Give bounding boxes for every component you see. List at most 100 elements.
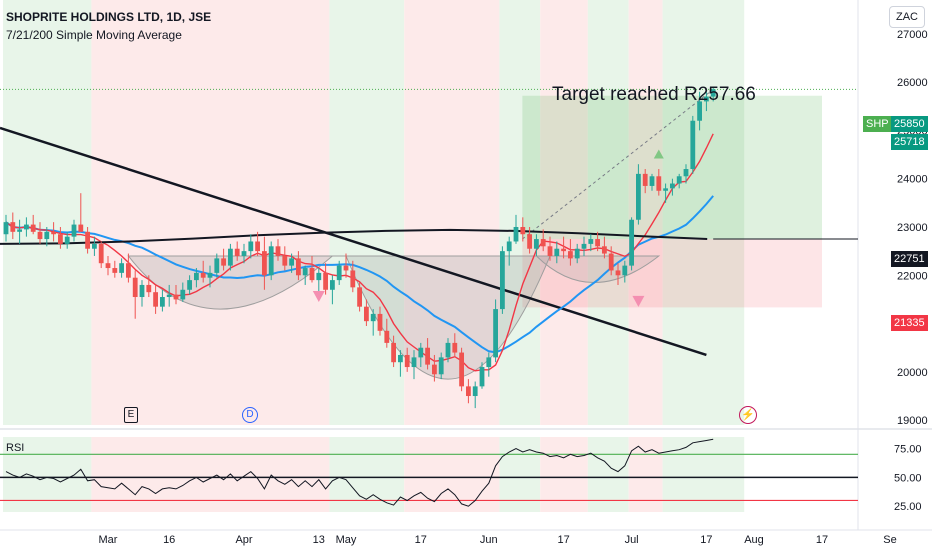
candle-86 bbox=[588, 234, 594, 252]
time-tick-4: May bbox=[336, 534, 357, 546]
candle-body bbox=[486, 357, 492, 368]
candle-body bbox=[506, 241, 512, 252]
target-price-label: 25718 bbox=[891, 134, 928, 150]
candle-body bbox=[636, 173, 641, 220]
candle-101 bbox=[690, 115, 696, 174]
candle-body bbox=[214, 258, 220, 273]
candle-54 bbox=[370, 309, 376, 336]
candle-body bbox=[221, 258, 226, 266]
candle-65 bbox=[445, 338, 451, 363]
candle-body bbox=[500, 251, 505, 310]
candle-body bbox=[377, 313, 383, 331]
target-annotation: Target reached R257.66 bbox=[552, 84, 756, 105]
rsi-pane-label[interactable]: RSI bbox=[6, 442, 25, 454]
candle-30 bbox=[207, 265, 213, 288]
price-tick-24000: 24000 bbox=[897, 174, 928, 186]
candle-body bbox=[112, 268, 118, 273]
candle-10 bbox=[71, 219, 77, 242]
candle-body bbox=[132, 277, 138, 298]
candle-body bbox=[126, 263, 131, 278]
candle-body bbox=[166, 294, 172, 298]
candle-25 bbox=[173, 284, 179, 305]
candle-58 bbox=[398, 350, 403, 377]
bg-zone-rsi-4 bbox=[499, 437, 541, 512]
bg-zone-main-7 bbox=[628, 0, 663, 425]
candle-32 bbox=[221, 248, 226, 271]
earnings-event-icon[interactable]: E bbox=[124, 407, 138, 423]
candle-20 bbox=[139, 280, 145, 307]
bg-zone-rsi-3 bbox=[404, 437, 500, 512]
candle-body bbox=[595, 239, 600, 247]
candle-22 bbox=[153, 284, 158, 314]
candle-body bbox=[629, 219, 634, 266]
candle-body bbox=[58, 234, 63, 244]
candle-47 bbox=[323, 263, 328, 295]
candle-76 bbox=[520, 217, 526, 242]
candle-38 bbox=[262, 236, 267, 290]
profit-zone bbox=[522, 95, 822, 240]
bg-zone-rsi-0 bbox=[3, 437, 92, 512]
candle-body bbox=[71, 224, 77, 237]
rsi-tick-75: 75.00 bbox=[894, 444, 922, 456]
candle-103 bbox=[704, 91, 709, 112]
candle-body bbox=[670, 183, 675, 189]
candle-body bbox=[3, 222, 9, 235]
candle-88 bbox=[602, 236, 607, 259]
candle-2 bbox=[17, 219, 22, 244]
candle-body bbox=[364, 306, 369, 322]
candle-46 bbox=[316, 268, 322, 295]
candle-body bbox=[534, 239, 539, 249]
bg-zone-rsi-5 bbox=[540, 437, 588, 512]
candle-73 bbox=[500, 246, 505, 314]
candle-62 bbox=[425, 338, 430, 370]
candle-body bbox=[275, 246, 281, 256]
candle-79 bbox=[540, 229, 546, 252]
candle-68 bbox=[466, 379, 471, 404]
candle-body bbox=[608, 253, 614, 271]
candle-body bbox=[656, 176, 662, 191]
trade-path-line bbox=[522, 88, 714, 240]
candle-body bbox=[520, 226, 526, 235]
candle-74 bbox=[506, 236, 512, 266]
candle-body bbox=[323, 272, 328, 290]
candle-body bbox=[350, 270, 356, 288]
symbol-title[interactable]: SHOPRITE HOLDINGS LTD, 1D, JSE bbox=[6, 10, 212, 24]
candle-27 bbox=[187, 275, 192, 295]
candle-104 bbox=[710, 86, 716, 102]
candle-67 bbox=[459, 347, 464, 392]
candle-35 bbox=[241, 243, 247, 264]
candle-12 bbox=[85, 226, 90, 254]
time-tick-0: Mar bbox=[99, 534, 118, 546]
candle-body bbox=[282, 255, 288, 266]
indicator-legend[interactable]: 7/21/200 Simple Moving Average bbox=[6, 28, 182, 42]
candle-19 bbox=[132, 270, 138, 319]
candle-body bbox=[568, 251, 573, 259]
candle-body bbox=[37, 231, 43, 240]
candle-78 bbox=[534, 234, 539, 256]
time-tick-7: 17 bbox=[557, 534, 569, 546]
candle-body bbox=[316, 272, 322, 281]
split-event-icon[interactable]: ⚡ bbox=[739, 406, 757, 424]
candle-body bbox=[146, 284, 152, 293]
candle-81 bbox=[554, 241, 560, 264]
sma-200-line bbox=[0, 228, 708, 245]
candle-body bbox=[187, 280, 192, 290]
stop-price-label: 21335 bbox=[891, 315, 928, 331]
candle-body bbox=[710, 89, 716, 97]
candle-body bbox=[98, 243, 104, 264]
candle-24 bbox=[166, 284, 172, 307]
candle-85 bbox=[581, 236, 587, 256]
sma-7-line bbox=[5, 133, 714, 372]
candle-56 bbox=[384, 318, 390, 348]
candle-body bbox=[445, 342, 451, 358]
candle-87 bbox=[595, 231, 600, 252]
candles-group bbox=[3, 86, 716, 409]
dividend-event-icon[interactable]: D bbox=[242, 407, 258, 423]
candle-44 bbox=[302, 265, 308, 285]
candle-23 bbox=[160, 289, 165, 312]
candle-6 bbox=[44, 226, 50, 247]
currency-button[interactable]: ZAC bbox=[889, 6, 925, 28]
time-tick-11: 17 bbox=[816, 534, 828, 546]
